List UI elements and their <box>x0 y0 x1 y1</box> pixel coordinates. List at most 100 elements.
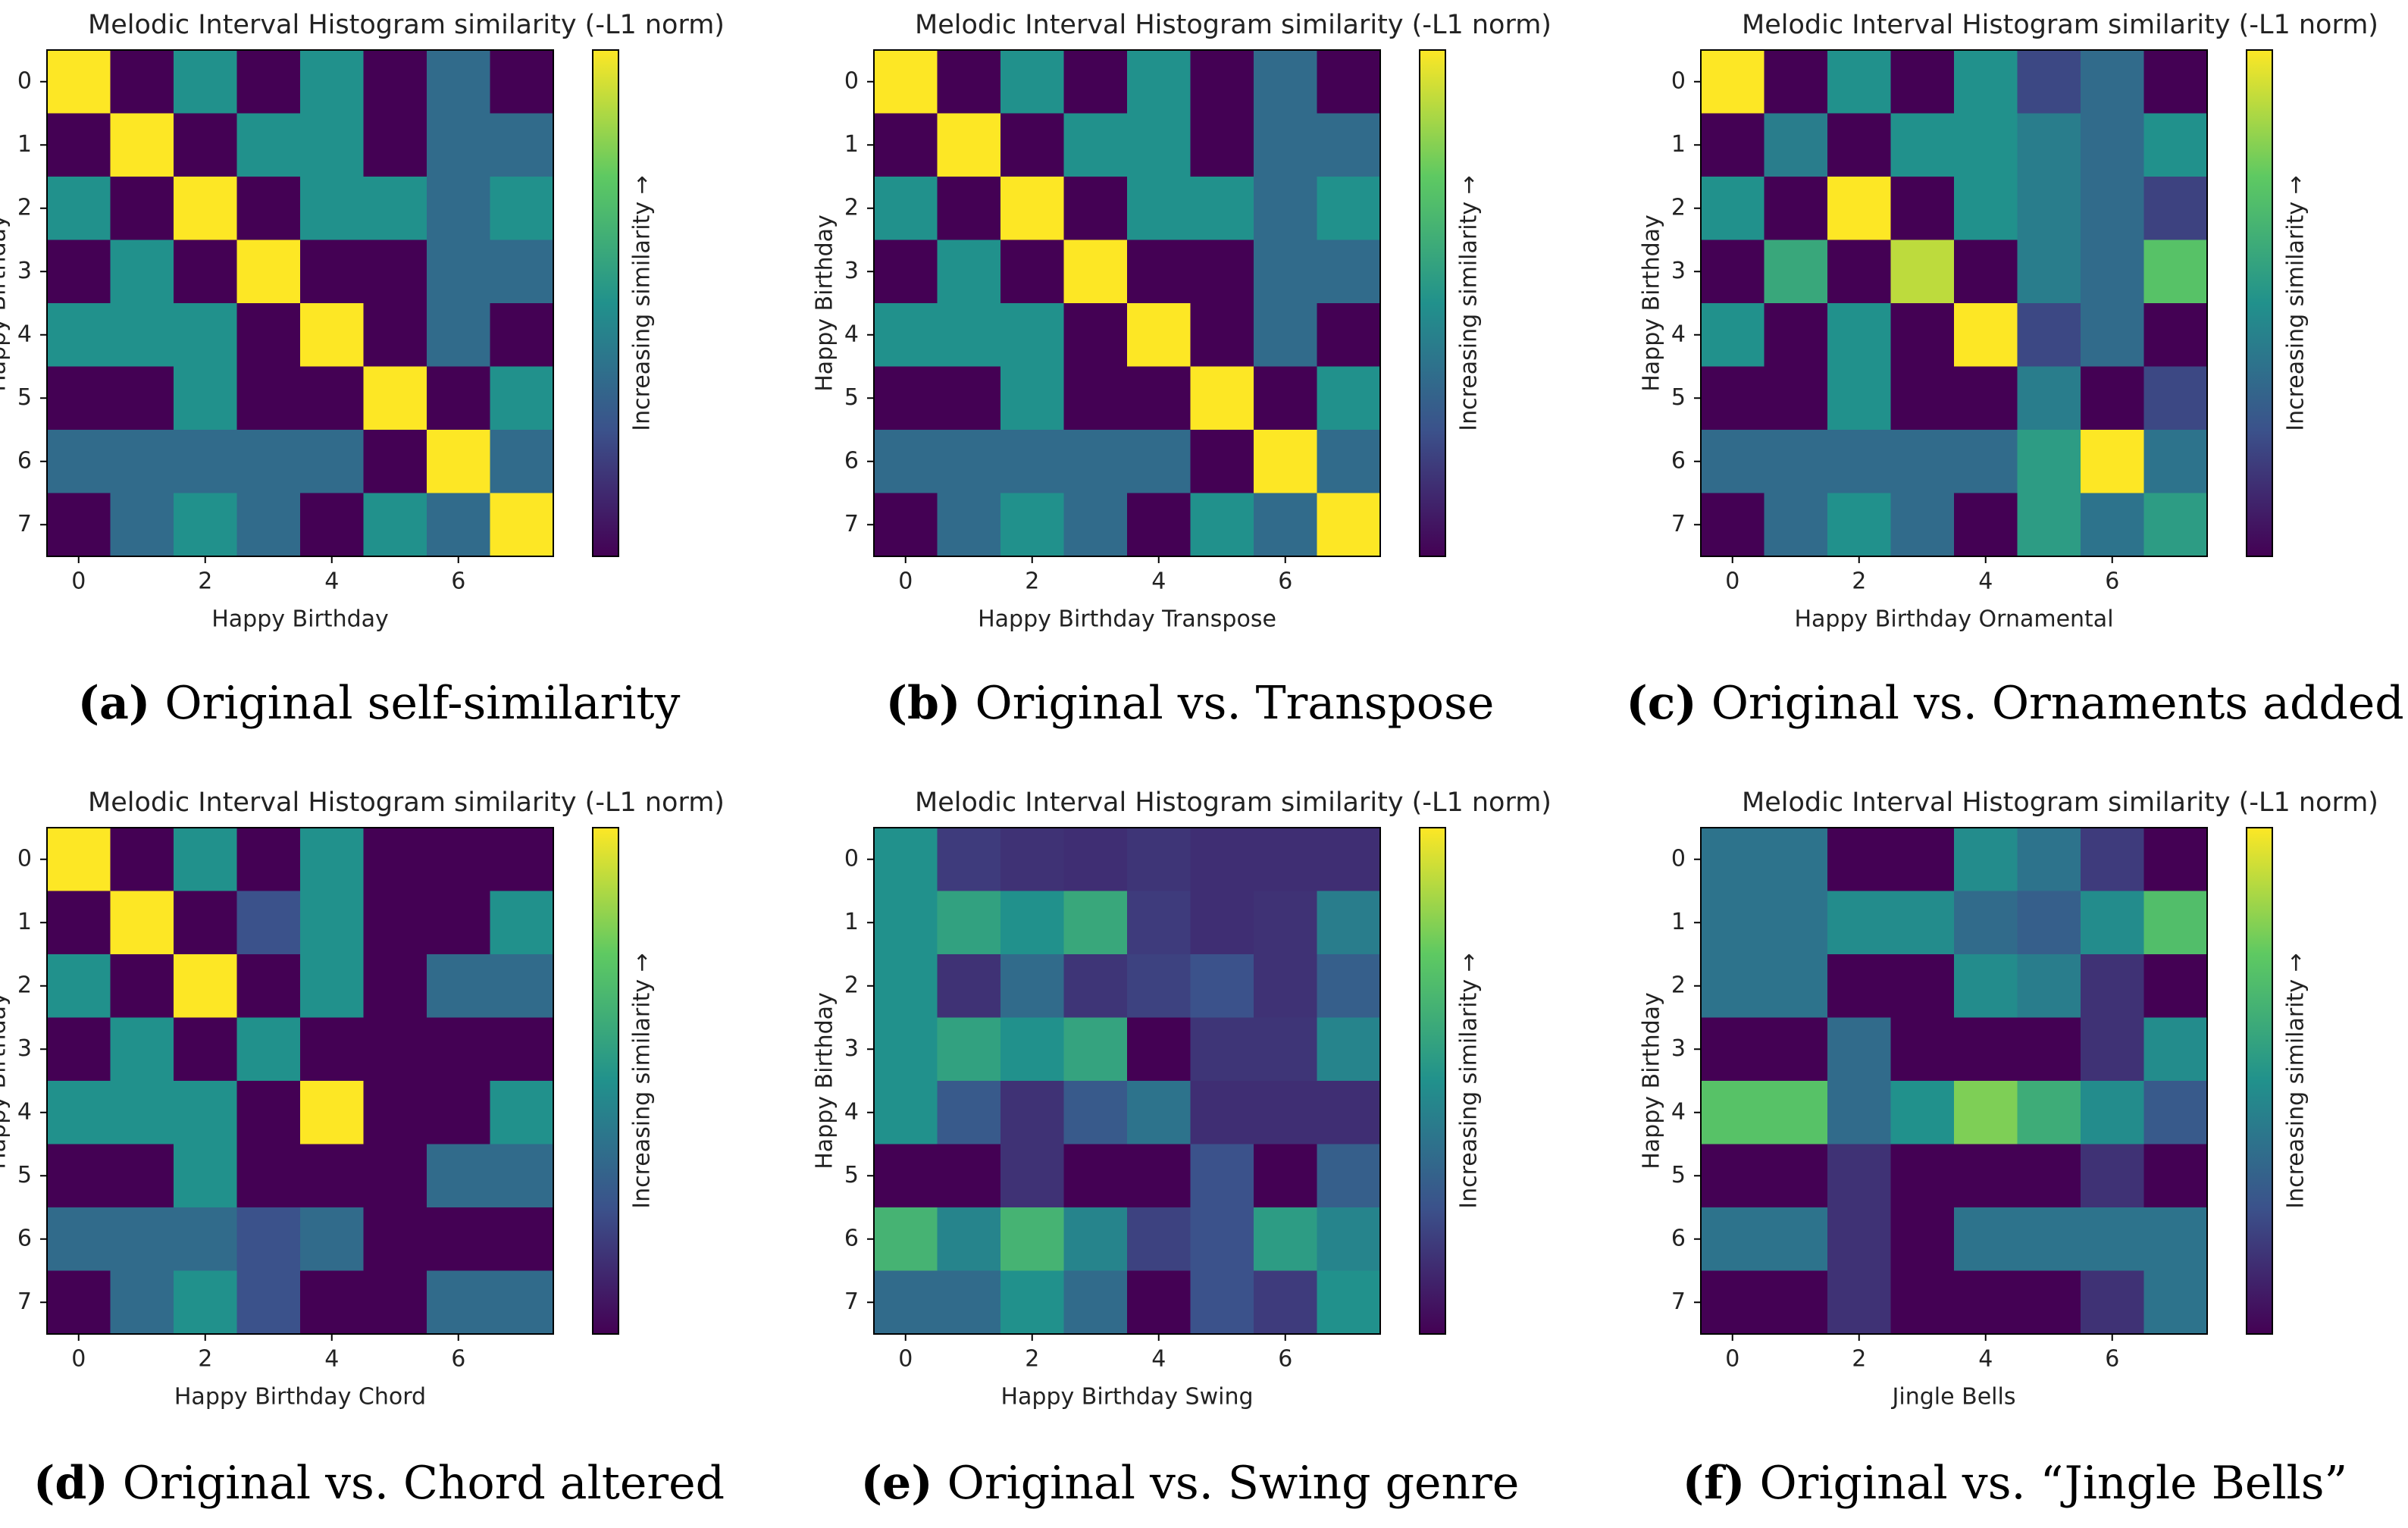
heatmap-cell <box>2143 1207 2208 1272</box>
heatmap-cell <box>1190 1017 1254 1082</box>
heatmap-cell <box>937 1144 1001 1208</box>
y-tick-label: 2 <box>17 194 32 221</box>
heatmap-cell <box>47 1207 111 1272</box>
heatmap-cell <box>110 1017 174 1082</box>
x-tick-label: 6 <box>451 568 465 595</box>
y-tick-label: 3 <box>844 258 859 284</box>
heatmap-cell <box>1000 828 1065 892</box>
heatmap-cell <box>1063 493 1128 557</box>
y-tick-label: 2 <box>1671 194 1686 221</box>
heatmap-cell <box>47 303 111 368</box>
heatmap-cell <box>490 1017 554 1082</box>
heatmap-cell <box>1890 828 1955 892</box>
heatmap-cell <box>110 828 174 892</box>
heatmap-cell <box>1127 1144 1191 1208</box>
heatmap-cell <box>236 828 301 892</box>
y-tick-label: 7 <box>844 1288 859 1315</box>
panel-a: Melodic Interval Histogram similarity (-… <box>0 10 725 633</box>
heatmap-cell <box>1764 430 1828 494</box>
heatmap-cell <box>1063 1270 1128 1335</box>
x-tick-label: 4 <box>1978 1346 1993 1373</box>
heatmap-cell <box>300 828 365 892</box>
heatmap-cell <box>2081 430 2145 494</box>
heatmap-cell <box>874 891 938 955</box>
heatmap-cell <box>1764 1207 1828 1272</box>
heatmap-cell <box>1701 1144 1765 1208</box>
y-tick-label: 1 <box>1671 131 1686 158</box>
heatmap-cell <box>490 177 554 241</box>
y-tick-label: 6 <box>844 447 859 474</box>
heatmap-cell <box>1764 1017 1828 1082</box>
heatmap-cell <box>490 430 554 494</box>
x-tick-label: 6 <box>2105 568 2119 595</box>
heatmap-cell <box>174 177 238 241</box>
plot-frame <box>1700 49 2208 557</box>
heatmap-cell <box>174 1081 238 1145</box>
heatmap-cell <box>2017 828 2081 892</box>
heatmap-cell <box>110 1207 174 1272</box>
heatmap-cell <box>1063 430 1128 494</box>
heatmap-cell <box>2143 828 2208 892</box>
panel-a-title: Melodic Interval Histogram similarity (-… <box>88 10 725 40</box>
heatmap-cell <box>2143 366 2208 431</box>
heatmap-cell <box>1954 113 2018 177</box>
y-tick-label: 4 <box>844 321 859 347</box>
heatmap-cell <box>47 1017 111 1082</box>
heatmap-cell <box>2081 113 2145 177</box>
heatmap-cell <box>174 240 238 304</box>
panel-c: Melodic Interval Histogram similarity (-… <box>1639 10 2378 633</box>
heatmap-cell <box>2081 828 2145 892</box>
plot-frame <box>1700 827 2208 1335</box>
heatmap-cell <box>1317 113 1381 177</box>
heatmap-cell <box>236 240 301 304</box>
y-tick-label: 5 <box>1671 384 1686 411</box>
heatmap-cell <box>427 240 491 304</box>
heatmap-cell <box>1827 1081 1892 1145</box>
heatmap-cell <box>2017 493 2081 557</box>
heatmap-cell <box>1954 493 2018 557</box>
heatmap-cell <box>427 1081 491 1145</box>
heatmap-cell <box>300 891 365 955</box>
panel-f-title: Melodic Interval Histogram similarity (-… <box>1742 787 2378 818</box>
heatmap-cell <box>1063 1017 1128 1082</box>
heatmap-cell <box>1954 177 2018 241</box>
heatmap-cell <box>2143 954 2208 1019</box>
y-tick-label: 0 <box>844 67 859 94</box>
heatmap-cell <box>110 891 174 955</box>
heatmap-cell <box>427 50 491 114</box>
panel-b: Melodic Interval Histogram similarity (-… <box>812 10 1552 633</box>
heatmap-cell <box>937 1081 1001 1145</box>
heatmap-cell <box>1890 1144 1955 1208</box>
heatmap-cell <box>363 954 427 1019</box>
heatmap-cell <box>1254 1270 1318 1335</box>
x-axis-label: Happy Birthday Transpose <box>978 606 1276 633</box>
heatmap-cell <box>2017 113 2081 177</box>
heatmap-cell <box>1063 177 1128 241</box>
heatmap-cell <box>2017 1207 2081 1272</box>
heatmap-cell <box>110 50 174 114</box>
heatmap-cell <box>2143 240 2208 304</box>
heatmap-cell <box>1127 303 1191 368</box>
heatmap-cell <box>1701 50 1765 114</box>
heatmap-cell <box>236 1081 301 1145</box>
heatmap-cell <box>1890 954 1955 1019</box>
y-tick-label: 7 <box>844 511 859 537</box>
colorbar <box>1420 828 1445 1334</box>
heatmap-cell <box>1827 177 1892 241</box>
caption-a-text: Original self-similarity <box>150 677 681 730</box>
heatmap-cell <box>1127 50 1191 114</box>
heatmap-cell <box>1190 1207 1254 1272</box>
heatmap-cell <box>1701 303 1765 368</box>
heatmap-cell <box>1890 50 1955 114</box>
heatmap-cell <box>1764 1144 1828 1208</box>
heatmap-cell <box>236 954 301 1019</box>
y-axis-label: Happy Birthday <box>812 992 838 1169</box>
heatmap-cell <box>110 1270 174 1335</box>
heatmap-cell <box>1317 1144 1381 1208</box>
heatmap-cell <box>110 430 174 494</box>
x-tick-label: 2 <box>198 568 212 595</box>
heatmap-cell <box>236 366 301 431</box>
heatmap-cell <box>1764 177 1828 241</box>
heatmap-cell <box>1827 1270 1892 1335</box>
